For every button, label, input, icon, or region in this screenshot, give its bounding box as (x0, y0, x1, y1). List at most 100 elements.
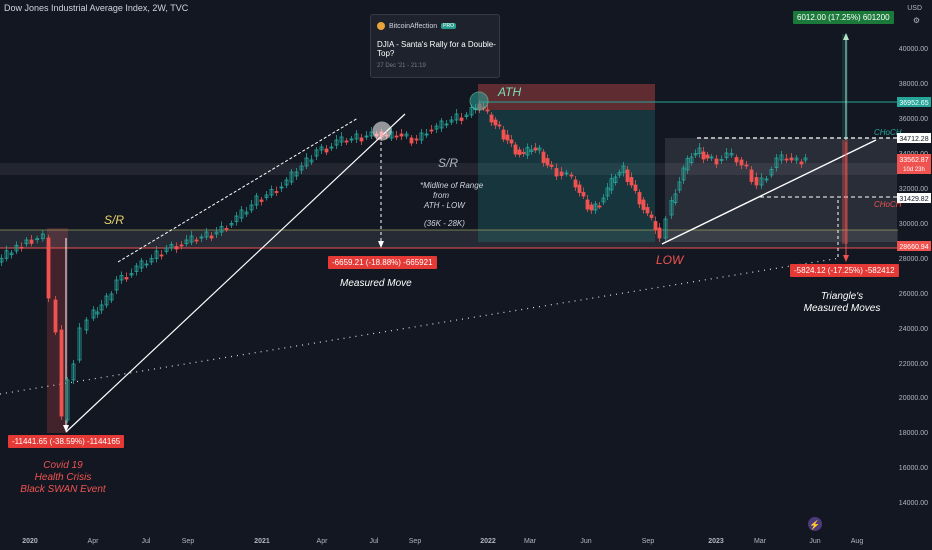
idea-popup[interactable]: BitcoinAffection PRO DJIA - Santa's Rall… (370, 14, 500, 78)
candle-body (521, 152, 526, 154)
candle-body (685, 158, 690, 171)
countdown-text: 10d 23h (903, 167, 925, 173)
candle-body (319, 146, 324, 151)
candle-body (497, 124, 502, 127)
candle-body (364, 135, 369, 138)
candle-body (274, 191, 279, 193)
sr-left-label: S/R (104, 213, 124, 227)
candle-body (501, 129, 506, 140)
time-tick-label: 2022 (480, 538, 496, 545)
author-name[interactable]: BitcoinAffection (389, 22, 438, 30)
time-axis[interactable]: 2020 Apr Jul Sep 2021 Apr Jul Sep 2022 Mar Jun Sep 2… (22, 538, 863, 545)
candle-body (399, 133, 404, 137)
candle-body (794, 157, 799, 161)
idea-headline[interactable]: DJIA - Santa's Rally for a Double-Top? (377, 40, 496, 58)
candle-body (424, 133, 429, 136)
candle-body (645, 207, 650, 214)
double-top-marker-circle[interactable] (372, 121, 392, 141)
candle-body (449, 119, 454, 123)
time-tick-label: 2023 (708, 538, 724, 545)
candle-body (529, 149, 534, 152)
candle-body (134, 265, 139, 272)
top-price-badge (897, 133, 931, 143)
candle-body (294, 171, 299, 177)
price-axis[interactable]: 40000.0038000.0036000.0034000.0032000.00… (899, 46, 928, 507)
ath-price-badge (897, 97, 931, 107)
time-tick-label: Apr (317, 538, 329, 545)
ath-price-text: 36952.65 (899, 100, 928, 107)
candle-body (577, 184, 582, 193)
candle-body (633, 184, 638, 191)
candle-body (164, 247, 169, 252)
candle-body (224, 228, 229, 230)
candle-body (734, 157, 739, 163)
candle-body (439, 120, 444, 129)
candle-body (429, 129, 434, 132)
candle-body (139, 260, 144, 269)
time-tick-label: Jul (370, 538, 379, 545)
candle-body (537, 147, 542, 151)
channel-dashed-line[interactable] (117, 117, 359, 263)
candle-body (663, 218, 668, 239)
price-tick-label: 26000.00 (899, 291, 928, 298)
candle-body (219, 226, 224, 233)
candle-body (254, 195, 259, 206)
candle-body (509, 139, 514, 144)
last-price-text: 33562.87 (899, 157, 928, 164)
candle-body (204, 231, 209, 238)
candle-body (719, 159, 724, 161)
price-tick-label: 36000.00 (899, 116, 928, 123)
candle-body (214, 231, 219, 235)
candle-body (489, 114, 494, 123)
candle-body (789, 157, 794, 161)
sr-zone-lower (0, 230, 898, 248)
candle-body (605, 187, 610, 197)
candle-body (559, 171, 564, 176)
candle-body (229, 223, 234, 226)
author-avatar (377, 22, 385, 30)
candle-body (689, 156, 694, 163)
candle-body (744, 164, 749, 167)
uptrend-line[interactable] (65, 113, 406, 433)
price-tick-label: 32000.00 (899, 186, 928, 193)
candle-body (329, 146, 334, 149)
candle-body (585, 199, 590, 210)
candle-body (95, 311, 100, 315)
candle-body (0, 257, 4, 263)
candle-body (154, 250, 159, 259)
choch-top-label: CHoCH (874, 128, 902, 137)
candle-body (234, 215, 239, 222)
candle-body (409, 137, 414, 144)
candle-body (71, 363, 76, 381)
candle-body (91, 309, 96, 319)
candle-body (677, 181, 682, 191)
triangle-support-line[interactable] (661, 139, 877, 245)
choch-price-text: 31429.82 (899, 196, 928, 203)
candle-body (129, 273, 134, 276)
midline-line-4: (36K - 28K) (424, 219, 465, 228)
candle-body (625, 169, 630, 182)
candle-body (701, 151, 706, 160)
down-measure-zone (842, 140, 848, 244)
candle-body (434, 125, 439, 130)
candle-body (53, 299, 58, 333)
covid-arrowhead (63, 425, 69, 432)
covid-label-line-3: Black SWAN Event (20, 484, 107, 495)
candle-body (799, 161, 804, 165)
candle-body (59, 329, 64, 417)
price-tick-label: 38000.00 (899, 81, 928, 88)
candle-body (593, 203, 598, 211)
candle-body (99, 304, 104, 311)
ath-marker-circle[interactable] (469, 91, 489, 111)
candle-body (40, 233, 45, 240)
idea-date: 27 Dec '21 - 21:19 (377, 63, 426, 69)
gear-icon[interactable]: ⚙ (912, 16, 920, 25)
candle-body (469, 107, 474, 116)
candle-body (613, 176, 618, 183)
time-tick-label: Sep (409, 538, 422, 545)
time-tick-label: Aug (851, 538, 864, 545)
candle-body (641, 199, 646, 210)
bolt-icon[interactable] (808, 517, 822, 531)
candle-body (14, 244, 19, 252)
